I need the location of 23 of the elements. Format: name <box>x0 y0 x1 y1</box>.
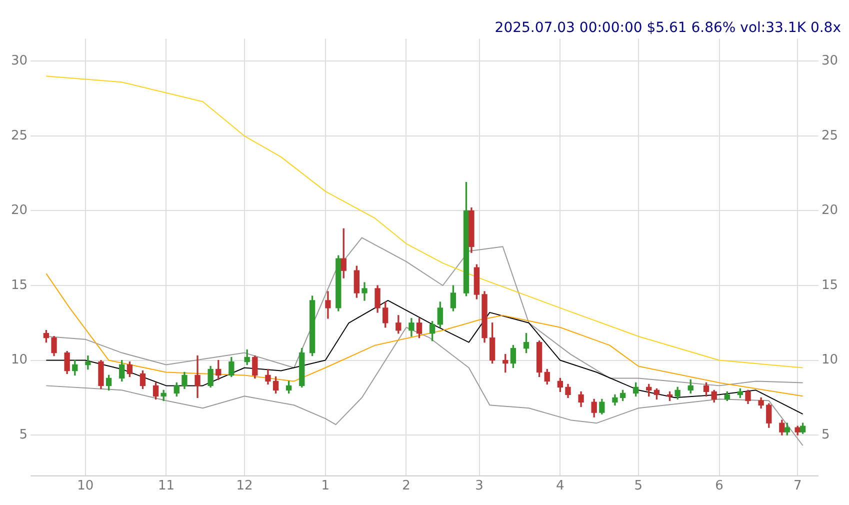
x-tick-label: 7 <box>793 478 802 494</box>
y2-tick-label: 15 <box>821 278 838 293</box>
y2-tick-label: 5 <box>821 427 830 442</box>
y-tick-label: 5 <box>19 427 28 442</box>
y-tick-label: 20 <box>10 203 28 218</box>
x-tick-label: 6 <box>715 478 724 494</box>
y-tick-label: 25 <box>10 128 28 144</box>
x-tick-label: 11 <box>158 478 174 494</box>
y2-tick-label: 20 <box>821 203 838 218</box>
x-tick-label: 5 <box>634 478 643 494</box>
x-tick-label: 4 <box>556 478 564 494</box>
y-tick-label: 10 <box>10 352 28 368</box>
y-tick-label: 30 <box>10 54 28 69</box>
chart-title: 2025.07.03 00:00:00 $5.61 6.86% vol:33.1K 0.8x <box>494 20 841 36</box>
x-tick-label: 2 <box>402 478 410 494</box>
y2-tick-label: 10 <box>821 352 838 368</box>
y-tick-label: 15 <box>10 278 28 293</box>
x-tick-label: 10 <box>77 478 94 494</box>
x-tick-label: 12 <box>236 478 253 494</box>
y2-tick-label: 30 <box>821 54 838 69</box>
y2-tick-label: 25 <box>821 128 838 144</box>
x-tick-label: 1 <box>321 478 330 494</box>
x-tick-label: 3 <box>475 478 484 494</box>
